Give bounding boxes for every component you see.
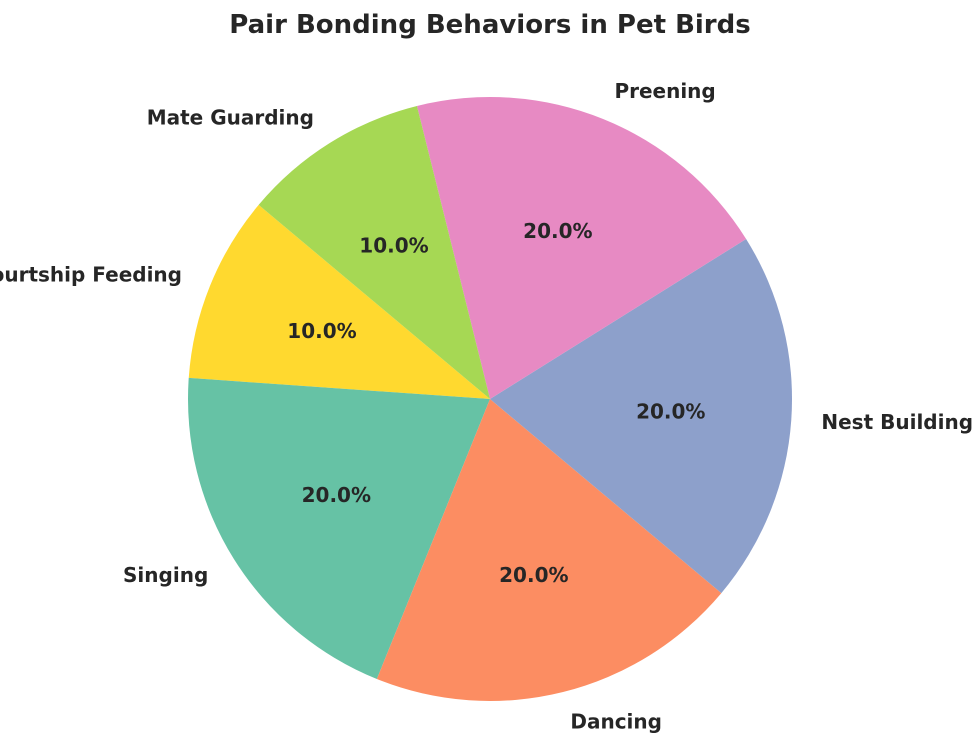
pct-label-singing: 20.0% — [302, 483, 371, 507]
pct-label-dancing: 20.0% — [499, 563, 568, 587]
pie-slices — [188, 96, 793, 702]
pie-labels: 10.0% Courtship Feeding 20.0% Singing 20.0% D… — [0, 79, 973, 733]
pie-slice-singing — [188, 377, 491, 680]
chart-title: Pair Bonding Behaviors in Pet Birds — [229, 10, 750, 40]
pie-slice-preening — [416, 96, 747, 400]
pct-label-mate-guarding: 10.0% — [359, 233, 428, 257]
category-label-dancing: Dancing — [570, 709, 662, 733]
category-label-nest-building: Nest Building — [821, 410, 973, 434]
category-label-courtship-feeding: Courtship Feeding — [0, 263, 182, 287]
pie-slice-courtship-feeding — [188, 204, 491, 399]
pie-slice-dancing — [376, 399, 722, 702]
category-label-preening: Preening — [614, 79, 715, 103]
pct-label-preening: 20.0% — [523, 219, 592, 243]
pie-slice-mate-guarding — [258, 105, 490, 399]
category-label-mate-guarding: Mate Guarding — [147, 105, 314, 129]
pct-label-nest-building: 20.0% — [636, 400, 705, 424]
category-label-singing: Singing — [123, 563, 208, 587]
pie-slice-nest-building — [490, 238, 793, 594]
pct-label-courtship-feeding: 10.0% — [287, 319, 356, 343]
